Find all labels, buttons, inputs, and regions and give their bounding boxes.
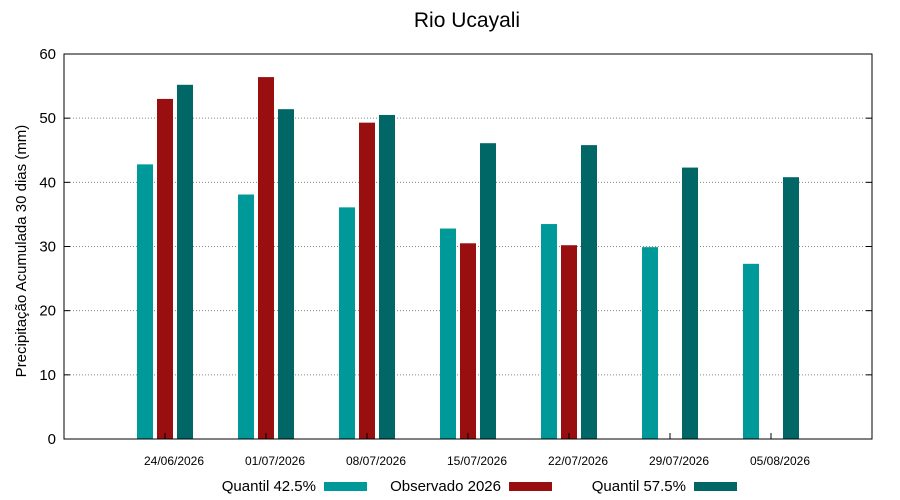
bar-observado-2026 — [561, 245, 577, 439]
bar-quantil-57-5 — [278, 109, 294, 439]
bar-observado-2026 — [157, 98, 173, 440]
bar-observado-2026 — [359, 122, 375, 440]
x-tick-label: 05/08/2026 — [750, 454, 810, 468]
legend-swatch — [324, 482, 367, 491]
bar-observado-2026 — [258, 77, 274, 439]
bar-quantil-42-5 — [238, 194, 254, 439]
bar-quantil-57-5 — [682, 167, 698, 439]
bar-quantil-57-5 — [177, 84, 193, 440]
bar-quantil-42-5 — [642, 247, 658, 439]
legend-label: Observado 2026 — [390, 478, 501, 495]
legend: Quantil 42.5% Observado 2026 Quantil 57.5% — [222, 478, 737, 495]
y-tick-label: 30 — [39, 239, 56, 256]
y-tick-label: 10 — [39, 367, 56, 384]
bar-quantil-42-5 — [339, 207, 355, 439]
x-tick-label: 29/07/2026 — [649, 454, 709, 468]
y-tick-label: 20 — [39, 303, 56, 320]
bar-quantil-57-5 — [379, 114, 395, 439]
bar-quantil-42-5 — [743, 263, 759, 439]
x-tick-label: 24/06/2026 — [144, 454, 204, 468]
y-tick-label: 50 — [39, 110, 56, 127]
y-axis: 0 10 20 30 40 50 60 — [39, 46, 872, 448]
x-tick-label: 08/07/2026 — [346, 454, 406, 468]
x-tick-label: 22/07/2026 — [548, 454, 608, 468]
chart-title: Rio Ucayali — [414, 9, 520, 32]
bar-quantil-42-5 — [440, 228, 456, 439]
bar-quantil-42-5 — [137, 164, 153, 439]
bar-quantil-42-5 — [541, 224, 557, 439]
y-tick-label: 40 — [39, 174, 56, 191]
bar-quantil-57-5 — [783, 177, 799, 439]
bar-quantil-57-5 — [480, 143, 496, 440]
legend-label: Quantil 42.5% — [222, 478, 316, 495]
y-tick-label: 60 — [39, 46, 56, 63]
y-tick-label: 0 — [48, 431, 56, 448]
bar-observado-2026 — [460, 243, 476, 439]
x-tick-label: 15/07/2026 — [447, 454, 507, 468]
x-axis: 24/06/2026 01/07/2026 08/07/2026 15/07/2026… — [144, 433, 810, 468]
bar-quantil-57-5 — [581, 145, 597, 439]
y-axis-label: Precipitação Acumulada 30 dias (mm) — [13, 125, 30, 378]
legend-swatch — [509, 482, 552, 491]
bars — [137, 77, 799, 440]
x-tick-label: 01/07/2026 — [245, 454, 305, 468]
legend-label: Quantil 57.5% — [592, 478, 686, 495]
legend-swatch — [694, 482, 737, 491]
